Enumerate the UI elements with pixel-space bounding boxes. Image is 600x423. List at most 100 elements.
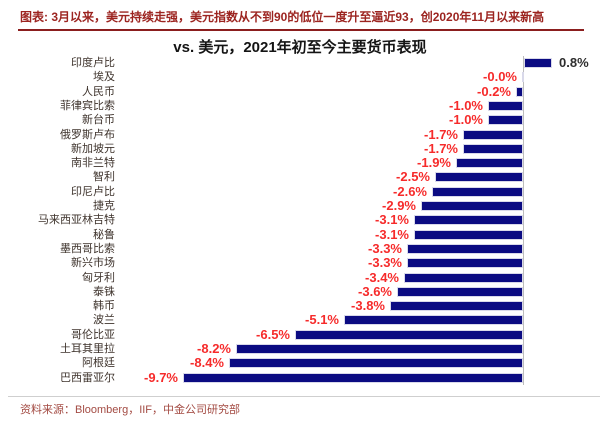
bar <box>236 344 523 354</box>
caption-divider <box>18 29 584 31</box>
bar <box>421 201 523 211</box>
chart-row: 俄罗斯卢布 -1.7% <box>0 126 600 142</box>
bar <box>390 301 523 312</box>
category-label: 韩币 <box>93 300 115 313</box>
category-label: 埃及 <box>93 71 115 84</box>
bar <box>183 372 523 383</box>
chart-row: 新兴市场 -3.3% <box>0 255 600 271</box>
chart-row: 印度卢比 0.8% <box>0 55 600 70</box>
bar <box>522 72 524 83</box>
chart-row: 新台币 -1.0% <box>0 112 600 128</box>
bar <box>463 143 523 154</box>
bar <box>516 86 523 97</box>
value-label: -3.8% <box>351 298 385 314</box>
category-label: 印度卢比 <box>71 57 115 69</box>
chart-row: 人民币 -0.2% <box>0 83 600 99</box>
chart-row: 阿根廷 -8.4% <box>0 355 600 371</box>
chart-row: 巴西雷亚尔 -9.7% <box>0 369 600 385</box>
chart-row: 匈牙利 -3.4% <box>0 269 600 285</box>
bar <box>432 186 523 197</box>
chart-row: 泰铢 -3.6% <box>0 283 600 299</box>
chart-title: vs. 美元，2021年初至今主要货币表现 <box>173 39 427 56</box>
category-label: 阿根廷 <box>82 357 115 370</box>
bar <box>414 215 523 226</box>
value-label: -8.4% <box>190 355 224 371</box>
chart-row: 南非兰特 -1.9% <box>0 155 600 171</box>
value-label: -1.0% <box>449 112 483 128</box>
category-label: 新台币 <box>82 114 115 127</box>
chart-row: 波兰 -5.1% <box>0 312 600 328</box>
value-label: -9.7% <box>144 369 178 385</box>
bar <box>435 172 523 183</box>
chart-row: 捷克 -2.9% <box>0 198 600 213</box>
category-label: 南非兰特 <box>71 157 115 170</box>
chart-row: 智利 -2.5% <box>0 169 600 185</box>
bar <box>407 258 523 269</box>
value-label: -3.1% <box>375 226 409 242</box>
bar <box>404 272 523 283</box>
chart-row: 韩币 -3.8% <box>0 298 600 314</box>
source-note: 资料来源：Bloomberg，IIF，中金公司研究部 <box>20 404 241 416</box>
chart-row: 新加坡元 -1.7% <box>0 140 600 156</box>
category-label: 捷克 <box>93 200 115 212</box>
value-label: -2.5% <box>396 169 430 185</box>
chart-row: 墨西哥比索 -3.3% <box>0 240 600 256</box>
category-label: 新兴市场 <box>71 257 115 270</box>
value-label: -0.0% <box>483 69 517 85</box>
chart-row: 马来西亚林吉特 -3.1% <box>0 212 600 228</box>
bar <box>229 358 523 369</box>
value-label: -2.9% <box>382 198 416 213</box>
category-label: 巴西雷亚尔 <box>60 371 115 384</box>
category-label: 匈牙利 <box>82 271 115 284</box>
category-label: 秘鲁 <box>93 228 115 241</box>
bar <box>344 315 523 326</box>
bar <box>414 229 523 240</box>
value-label: -5.1% <box>305 312 339 328</box>
bar <box>295 329 523 340</box>
category-label: 菲律宾比索 <box>60 99 115 112</box>
chart-row: 哥伦比亚 -6.5% <box>0 326 600 342</box>
value-label: -3.3% <box>368 240 402 256</box>
chart-row: 印尼卢比 -2.6% <box>0 183 600 199</box>
chart-row: 埃及 -0.0% <box>0 69 600 85</box>
bar <box>524 58 552 68</box>
category-label: 人民币 <box>82 85 115 98</box>
bar <box>456 158 523 169</box>
value-label: -1.9% <box>417 155 451 171</box>
value-label: -3.6% <box>358 283 392 299</box>
value-label: -3.1% <box>375 212 409 228</box>
value-label: 0.8% <box>559 55 589 70</box>
bar <box>488 115 523 126</box>
chart-caption: 图表: 3月以来，美元持续走强，美元指数从不到90的低位一度升至逼近93，创20… <box>20 10 545 24</box>
value-label: -3.3% <box>368 255 402 271</box>
category-label: 波兰 <box>93 314 115 327</box>
category-label: 马来西亚林吉特 <box>38 214 115 227</box>
category-label: 土耳其里拉 <box>60 343 115 355</box>
bar <box>463 129 523 140</box>
category-label: 智利 <box>93 171 115 184</box>
category-label: 俄罗斯卢布 <box>60 128 115 141</box>
bar <box>488 100 523 111</box>
value-label: -0.2% <box>477 83 511 99</box>
value-label: -3.4% <box>365 269 399 285</box>
chart-row: 秘鲁 -3.1% <box>0 226 600 242</box>
chart-row: 土耳其里拉 -8.2% <box>0 341 600 356</box>
category-label: 墨西哥比索 <box>60 242 115 255</box>
category-label: 泰铢 <box>93 285 115 298</box>
value-label: -6.5% <box>256 326 290 342</box>
category-label: 印尼卢比 <box>71 185 115 198</box>
value-label: -1.7% <box>424 126 458 142</box>
bar-chart-plot: 印度卢比 0.8% 埃及 -0.0% 人民币 -0.2% 菲律宾比索 -1.0% 新台币 -1.0… <box>0 55 600 387</box>
bar <box>407 243 523 254</box>
bar <box>397 286 523 297</box>
source-divider <box>8 396 600 397</box>
value-label: -8.2% <box>197 341 231 356</box>
category-label: 哥伦比亚 <box>71 328 115 341</box>
category-label: 新加坡元 <box>71 142 115 155</box>
zero-baseline <box>523 56 524 385</box>
value-label: -1.7% <box>424 140 458 156</box>
chart-row: 菲律宾比索 -1.0% <box>0 97 600 113</box>
value-label: -2.6% <box>393 183 427 199</box>
value-label: -1.0% <box>449 97 483 113</box>
